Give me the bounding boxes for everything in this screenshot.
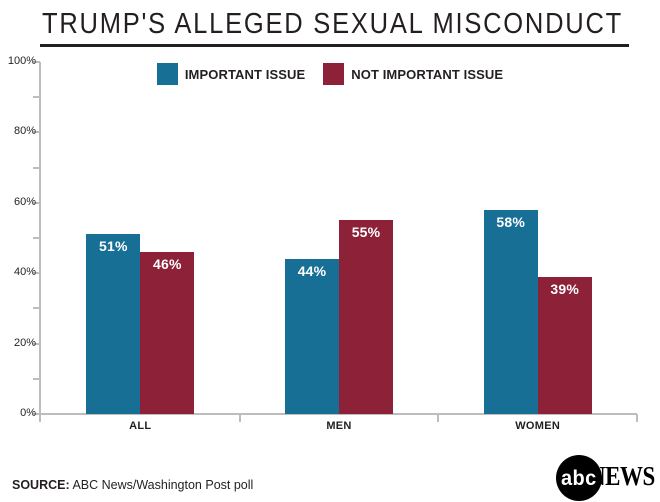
bar-value-label: 44% xyxy=(297,263,327,280)
x-axis-category-label: WOMEN xyxy=(515,420,561,432)
bar-not-important-issue-women xyxy=(537,276,592,414)
legend-label: IMPORTANT ISSUE xyxy=(184,66,306,82)
bar-important-issue-all xyxy=(86,234,141,414)
y-axis-tick xyxy=(33,201,40,204)
y-axis-tick xyxy=(33,61,40,63)
bar-value-label: 58% xyxy=(496,213,525,230)
y-axis-tick xyxy=(33,96,40,99)
y-axis-tick-label: 0% xyxy=(20,407,36,419)
y-axis-tick-label: 80% xyxy=(13,125,36,138)
legend-swatch xyxy=(323,63,345,85)
y-axis-tick-label: 100% xyxy=(7,55,36,67)
bar-value-label: 51% xyxy=(99,238,128,255)
x-axis-tick xyxy=(238,414,241,422)
bar-value-label: 39% xyxy=(550,280,579,297)
x-axis-category-label: ALL xyxy=(129,420,152,432)
y-axis-tick xyxy=(33,166,40,169)
y-axis-tick-label: 60% xyxy=(13,195,36,208)
title-underline xyxy=(40,44,629,47)
source-label: SOURCE: xyxy=(12,478,70,492)
legend-swatch xyxy=(156,63,178,85)
y-axis-tick-label: 20% xyxy=(13,336,36,349)
bar-important-issue-women xyxy=(483,209,538,414)
y-axis-tick xyxy=(33,237,40,239)
legend-label: NOT IMPORTANT ISSUE xyxy=(351,66,504,82)
x-axis-tick xyxy=(437,414,440,422)
x-axis-tick xyxy=(636,414,638,422)
y-axis-line xyxy=(39,62,41,422)
bar-value-label: 55% xyxy=(351,224,381,241)
x-axis-category-label: MEN xyxy=(326,420,352,432)
bar-not-important-issue-men xyxy=(339,220,393,414)
source-credit: SOURCE: ABC News/Washington Post poll xyxy=(12,478,253,492)
y-axis-tick xyxy=(33,307,40,310)
page-title: TRUMP'S ALLEGED SEXUAL MISCONDUCT xyxy=(42,8,624,40)
y-axis-tick-label: 40% xyxy=(13,266,36,279)
y-axis-tick xyxy=(33,272,40,275)
bar-not-important-issue-all xyxy=(140,252,195,414)
bar-important-issue-men xyxy=(285,259,339,414)
y-axis-tick xyxy=(33,377,40,380)
x-axis-line xyxy=(39,413,637,415)
y-axis-tick xyxy=(33,342,40,345)
source-text: ABC News/Washington Post poll xyxy=(69,478,254,492)
y-axis-tick xyxy=(33,131,40,134)
y-axis-tick xyxy=(33,413,40,415)
chart-legend: IMPORTANT ISSUE NOT IMPORTANT ISSUE xyxy=(0,63,660,85)
legend-item: IMPORTANT ISSUE xyxy=(156,63,306,85)
bar-value-label: 46% xyxy=(153,256,182,273)
legend-item: NOT IMPORTANT ISSUE xyxy=(323,63,503,85)
